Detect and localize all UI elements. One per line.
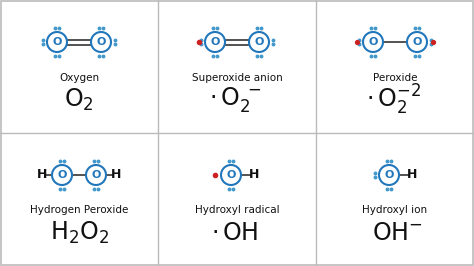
Text: $\mathregular{\cdot\,O_2^{-2}}$: $\mathregular{\cdot\,O_2^{-2}}$ xyxy=(365,83,420,117)
Text: O: O xyxy=(57,170,67,180)
Text: H: H xyxy=(37,168,47,181)
Text: O: O xyxy=(384,170,394,180)
Text: O: O xyxy=(96,37,106,47)
Text: O: O xyxy=(255,37,264,47)
Text: O: O xyxy=(226,170,236,180)
Text: O: O xyxy=(368,37,378,47)
Text: Peroxide: Peroxide xyxy=(373,73,417,83)
Text: Hydrogen Peroxide: Hydrogen Peroxide xyxy=(30,205,128,215)
Text: Oxygen: Oxygen xyxy=(59,73,99,83)
Text: O: O xyxy=(52,37,62,47)
Text: $\mathregular{O_2}$: $\mathregular{O_2}$ xyxy=(64,87,94,113)
Text: O: O xyxy=(91,170,100,180)
Text: Superoxide anion: Superoxide anion xyxy=(191,73,283,83)
Text: O: O xyxy=(210,37,219,47)
Text: H: H xyxy=(249,168,259,181)
Text: H: H xyxy=(111,168,121,181)
Text: $\mathregular{OH^{-}}$: $\mathregular{OH^{-}}$ xyxy=(372,221,422,245)
Text: $\mathregular{\cdot\,O_2^{\ -}}$: $\mathregular{\cdot\,O_2^{\ -}}$ xyxy=(209,85,262,114)
Text: H: H xyxy=(407,168,417,181)
Text: $\mathregular{\cdot\,OH}$: $\mathregular{\cdot\,OH}$ xyxy=(211,221,259,245)
Text: Hydroxyl radical: Hydroxyl radical xyxy=(195,205,279,215)
Text: Hydroxyl ion: Hydroxyl ion xyxy=(363,205,428,215)
Text: O: O xyxy=(412,37,422,47)
Text: $\mathregular{H_2O_2}$: $\mathregular{H_2O_2}$ xyxy=(49,220,109,246)
